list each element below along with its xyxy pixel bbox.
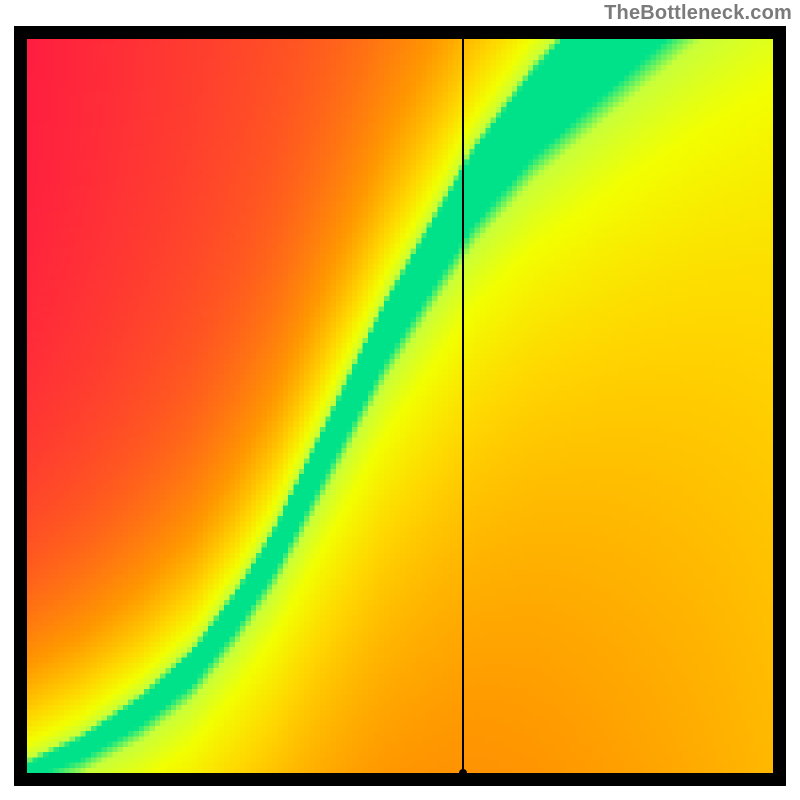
plot-area <box>27 39 773 773</box>
bottleneck-heatmap <box>27 39 773 773</box>
watermark-text: TheBottleneck.com <box>604 2 792 25</box>
crosshair-vertical-line <box>462 39 464 773</box>
crosshair-marker-dot <box>459 769 467 777</box>
chart-container: TheBottleneck.com <box>0 0 800 800</box>
